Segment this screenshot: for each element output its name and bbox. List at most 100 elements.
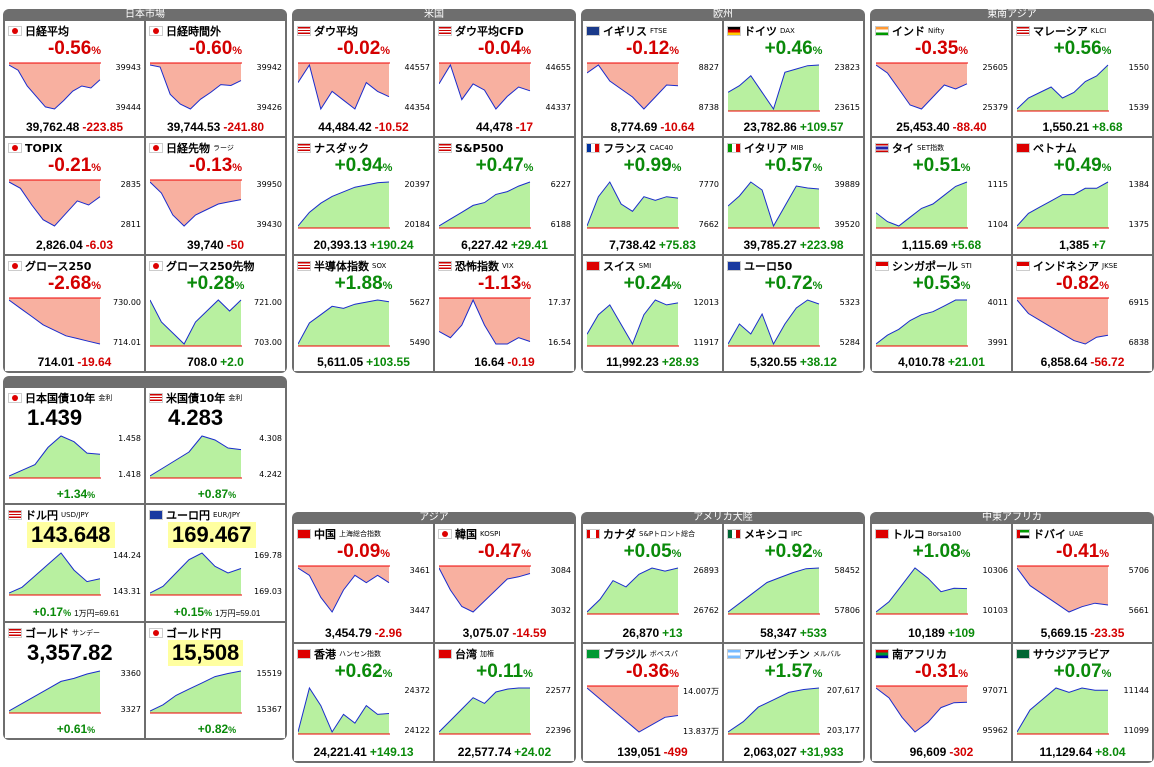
change-percent: +0.62%: [294, 661, 433, 685]
price-footer: 26,870 +13: [583, 625, 722, 641]
percent-unit: %: [671, 548, 682, 560]
change-value: +533: [799, 625, 827, 640]
percent-unit: %: [958, 667, 969, 680]
market-tile[interactable]: ゴールド円 15,508 15519 15367 +0.82%: [146, 622, 285, 738]
market-tile[interactable]: ユーロ50 +0.72% 5323 5284 5,320.55 +38.12: [724, 255, 863, 371]
market-tile[interactable]: ダウ平均 -0.02% 44557 44354 44,484.42 -10.52: [294, 21, 433, 137]
chart-area: [298, 182, 389, 229]
instrument-name: トルコ: [892, 528, 925, 541]
market-tile[interactable]: ユーロ円 EUR/JPY 169.467 169.78 169.03 +0.15% 1万円=…: [146, 505, 285, 621]
percent-unit: %: [91, 279, 102, 292]
price-value: 39,762.48: [25, 120, 80, 135]
change-percent: -0.02%: [294, 38, 433, 62]
market-tile[interactable]: フランス CAC40 +0.99% 7770 7662 7,738.42 +75.83: [583, 138, 722, 254]
market-tile[interactable]: メキシコ IPC +0.92% 58452 57806 58,347 +533: [724, 524, 863, 642]
market-tile[interactable]: ブラジル ボベスパ -0.36% 14.007万 13.837万 139,051 -499: [583, 643, 722, 761]
market-tile[interactable]: ベトナム +0.49% 1384 1375 1,385 +7: [1013, 138, 1152, 254]
chart-area: [728, 568, 819, 614]
market-tile[interactable]: 台湾 加権 +0.11% 22577 22396 22,577.74 +24.02: [435, 643, 574, 761]
market-tile[interactable]: ダウ平均CFD -0.04% 44655 44337 44,478 -17: [435, 21, 574, 137]
change-value: +149.13: [369, 745, 414, 759]
group-title: 日本市場: [125, 9, 165, 20]
change-value: -17: [515, 120, 534, 135]
instrument-name: アルゼンチン: [744, 647, 810, 661]
price-chart: [728, 181, 820, 229]
tile-header: ゴールド サンデー: [7, 625, 142, 641]
change-value: +31,933: [799, 745, 844, 759]
instrument-name: 米国債10年: [166, 392, 226, 405]
eu-flag-icon: [149, 510, 163, 521]
axis-high-label: 7770: [698, 180, 719, 190]
chart-line: [728, 687, 820, 732]
chart-area: [1017, 566, 1108, 612]
market-tile[interactable]: インドネシア JKSE -0.82% 6915 6838 6,858.64 -56.72: [1013, 255, 1152, 371]
market-tile[interactable]: 米国債10年 金利 4.283 4.308 4.242 +0.87%: [146, 388, 285, 504]
instrument-subname: SMI: [638, 261, 652, 270]
market-tile[interactable]: サウジアラビア +0.07% 11144 11099 11,129.64 +8.04: [1013, 643, 1152, 761]
axis-low-label: 1104: [987, 220, 1008, 230]
market-tile[interactable]: 韓国 KOSPI -0.47% 3084 3032 3,075.07 -14.59: [435, 524, 574, 642]
market-tile[interactable]: イギリス FTSE -0.12% 8827 8738 8,774.69 -10.64: [583, 21, 722, 137]
tile-header: ダウ平均: [296, 23, 431, 39]
tile-header: トルコ Borsa100: [874, 526, 1009, 542]
market-tile[interactable]: 恐怖指数 VIX -1.13% 17.37 16.54 16.64 -0.19: [435, 255, 574, 371]
market-tile[interactable]: グロース250先物 +0.28% 721.00 703.00 708.0 +2.0: [146, 255, 285, 371]
market-tile[interactable]: トルコ Borsa100 +1.08% 10306 10103 10,189 +109: [872, 524, 1011, 642]
change-value: +24.02: [514, 745, 552, 759]
instrument-name: 南アフリカ: [892, 647, 947, 661]
market-tile[interactable]: 日経平均 -0.56% 39943 39444 39,762.48 -223.85: [5, 21, 144, 137]
market-tile[interactable]: ドル円 USD/JPY 143.648 144.24 143.31 +0.17% 1万円=6…: [5, 505, 144, 621]
percent-unit: %: [523, 162, 534, 175]
change-percent-value: +1.57: [764, 660, 813, 682]
price-chart: [298, 686, 390, 734]
market-tile[interactable]: 南アフリカ -0.31% 97071 95962 96,609 -302: [872, 643, 1011, 761]
market-tile[interactable]: 中国 上海総合指数 -0.09% 3461 3447 3,454.79 -2.96: [294, 524, 433, 642]
market-tile[interactable]: イタリア MIB +0.57% 39889 39520 39,785.27 +223.98: [724, 138, 863, 254]
percent-unit: %: [1101, 667, 1112, 680]
change-percent: -0.12%: [583, 38, 722, 62]
market-tile[interactable]: マレーシア KLCI +0.56% 1550 1539 1,550.21 +8.68: [1013, 21, 1152, 137]
market-tile[interactable]: ナスダック +0.94% 20397 20184 20,393.13 +190.24: [294, 138, 433, 254]
market-tile[interactable]: 日経先物 ラージ -0.13% 39950 39430 39,740 -50: [146, 138, 285, 254]
market-tile[interactable]: タイ SET指数 +0.51% 1115 1104 1,115.69 +5.68: [872, 138, 1011, 254]
axis-high-label: 10306: [982, 566, 1008, 575]
chart-line: [587, 299, 679, 345]
axis-high-label: 1550: [1128, 63, 1149, 72]
market-tile[interactable]: カナダ S&Pトロント総合 +0.05% 26893 26762 26,870 +13: [583, 524, 722, 642]
market-tile[interactable]: グロース250 -2.68% 730.00 714.01 714.01 -19.64: [5, 255, 144, 371]
tr-flag-icon: [875, 529, 889, 539]
price-value: 8,774.69: [610, 120, 658, 135]
price-footer: 20,393.13 +190.24: [294, 237, 433, 253]
jp-flag-icon: [8, 26, 22, 36]
market-tile[interactable]: シンガポール STI +0.53% 4011 3991 4,010.78 +21.01: [872, 255, 1011, 371]
axis-low-label: 95962: [982, 725, 1008, 735]
market-tile[interactable]: ドイツ DAX +0.46% 23823 23615 23,782.86 +109.57: [724, 21, 863, 137]
change-percent-value: +0.53: [912, 272, 961, 294]
price-footer: 5,320.55 +38.12: [724, 354, 863, 370]
axis-high-label: 17.37: [548, 297, 571, 307]
tile-header: タイ SET指数: [874, 140, 1009, 156]
chart-line: [439, 63, 531, 110]
market-tile[interactable]: スイス SMI +0.24% 12013 11917 11,992.23 +28.93: [583, 255, 722, 371]
market-tile[interactable]: インド Nifty -0.35% 25605 25379 25,453.40 -88.40: [872, 21, 1011, 137]
market-tile[interactable]: S&P500 +0.47% 6227 6188 6,227.42 +29.41: [435, 138, 574, 254]
level-value: 15,508: [168, 639, 244, 666]
market-tile[interactable]: 日経時間外 -0.60% 39942 39426 39,744.53 -241.80: [146, 21, 285, 137]
change-percent-value: -0.47: [477, 541, 522, 562]
instrument-subname: KOSPI: [480, 530, 501, 538]
price-value: 24,221.41: [313, 745, 367, 759]
market-tile[interactable]: 半導体指数 SOX +1.88% 5627 5490 5,611.05 +103.55: [294, 255, 433, 371]
price-value: 6,227.42: [461, 237, 508, 252]
price-chart: [298, 62, 390, 111]
chart-line: [1017, 686, 1108, 732]
change-value: -23.35: [1090, 625, 1125, 640]
market-tile[interactable]: 日本国債10年 金利 1.439 1.458 1.418 +1.34%: [5, 388, 144, 504]
market-tile[interactable]: ドバイ UAE -0.41% 5706 5661 5,669.15 -23.35: [1013, 524, 1152, 642]
vn-flag-icon: [1016, 143, 1030, 154]
market-tile[interactable]: ゴールド サンデー 3,357.82 3360 3327 +0.61%: [5, 622, 144, 738]
percent-unit: %: [232, 162, 243, 175]
market-tile[interactable]: TOPIX -0.21% 2835 2811 2,826.04 -6.03: [5, 138, 144, 254]
market-tile[interactable]: アルゼンチン メルバル +1.57% 207,617 203,177 2,063,027 +…: [724, 643, 863, 761]
group-title: 中東アフリカ: [982, 512, 1042, 523]
market-tile[interactable]: 香港 ハンセン指数 +0.62% 24372 24122 24,221.41 +149.13: [294, 643, 433, 761]
